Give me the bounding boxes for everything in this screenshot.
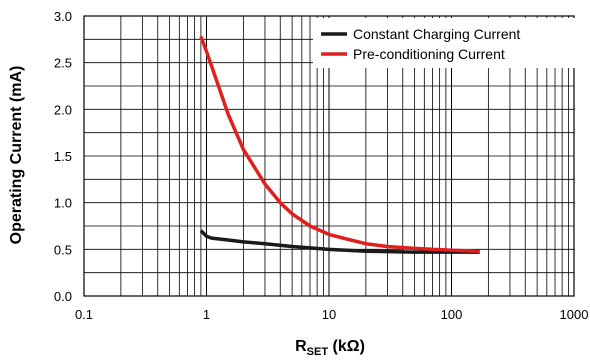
x-tick-label: 0.1 [75, 307, 93, 322]
y-tick-label: 0.0 [54, 289, 72, 304]
series-line-0 [199, 229, 480, 254]
x-tick-label: 1000 [560, 307, 589, 322]
legend: Constant Charging Current Pre-conditioni… [313, 18, 581, 68]
series-line-1 [199, 35, 480, 253]
x-axis-title: RSET (kΩ) [295, 338, 365, 358]
x-tick-label: 10 [322, 307, 336, 322]
x-tick-label: 1 [203, 307, 210, 322]
y-tick-label: 2.5 [54, 56, 72, 71]
legend-box [313, 18, 581, 68]
x-axis-title-main: R [295, 338, 307, 355]
ticks: 0.1 1 10 100 1000 0.0 0.5 1.0 1.5 2.0 2.5 3.0 [54, 9, 589, 322]
x-axis-title-sub: SET [307, 346, 329, 358]
x-axis-title-unit: (kΩ) [328, 338, 365, 355]
series-layer [199, 35, 480, 254]
y-tick-label: 3.0 [54, 9, 72, 24]
plot-frame [83, 15, 575, 297]
y-tick-label: 1.0 [54, 196, 72, 211]
y-tick-label: 0.5 [54, 242, 72, 257]
y-axis-title: Operating Current (mA) [8, 66, 25, 245]
x-tick-label: 100 [441, 307, 463, 322]
legend-label-1: Pre-conditioning Current [353, 46, 505, 62]
y-tick-label: 1.5 [54, 149, 72, 164]
y-tick-label: 2.0 [54, 102, 72, 117]
legend-label-0: Constant Charging Current [353, 26, 520, 42]
